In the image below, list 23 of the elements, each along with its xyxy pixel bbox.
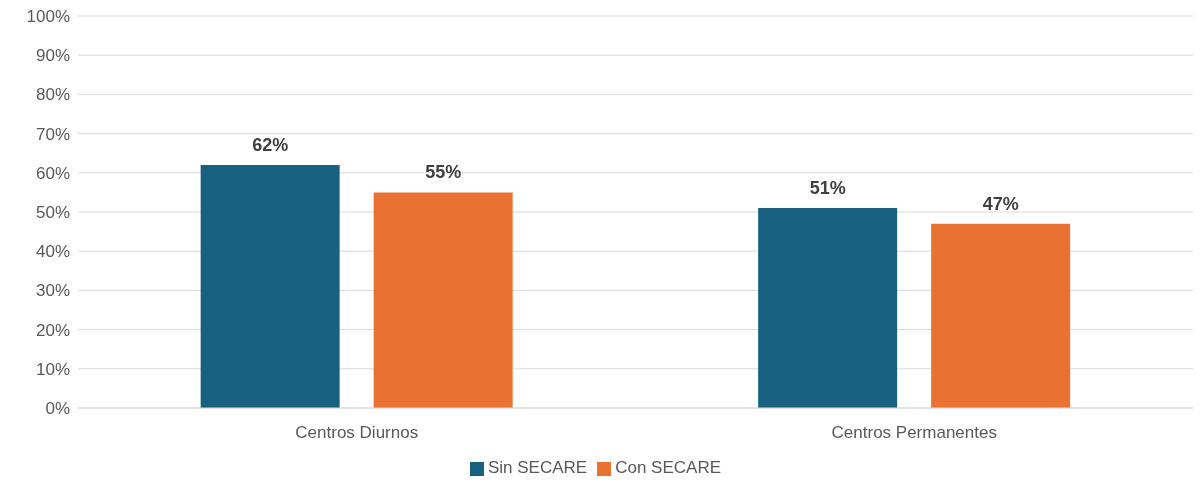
y-tick-label: 50%: [35, 203, 70, 223]
y-tick-label: 0%: [45, 399, 70, 419]
legend-label: Con SECARE: [615, 458, 722, 477]
y-tick-label: 100%: [26, 7, 70, 27]
y-tick-label: 80%: [35, 85, 70, 105]
x-tick-label: Centros Permanentes: [831, 423, 997, 443]
y-tick-label: 20%: [35, 320, 70, 340]
bar: [931, 223, 1071, 408]
y-tick-label: 40%: [35, 242, 70, 262]
y-tick-label: 90%: [35, 46, 70, 66]
bar: [200, 164, 340, 408]
bar: [758, 208, 898, 408]
bar: [373, 192, 513, 408]
y-tick-label: 60%: [35, 163, 70, 183]
data-label: 47%: [982, 193, 1019, 214]
y-tick-label: 70%: [35, 124, 70, 144]
data-label: 51%: [809, 178, 846, 199]
y-tick-label: 10%: [35, 359, 70, 379]
data-label: 62%: [252, 134, 289, 155]
x-tick-label: Centros Diurnos: [295, 423, 419, 443]
data-label: 55%: [425, 162, 462, 183]
y-tick-label: 30%: [35, 281, 70, 301]
legend-label: Sin SECARE: [487, 458, 588, 477]
